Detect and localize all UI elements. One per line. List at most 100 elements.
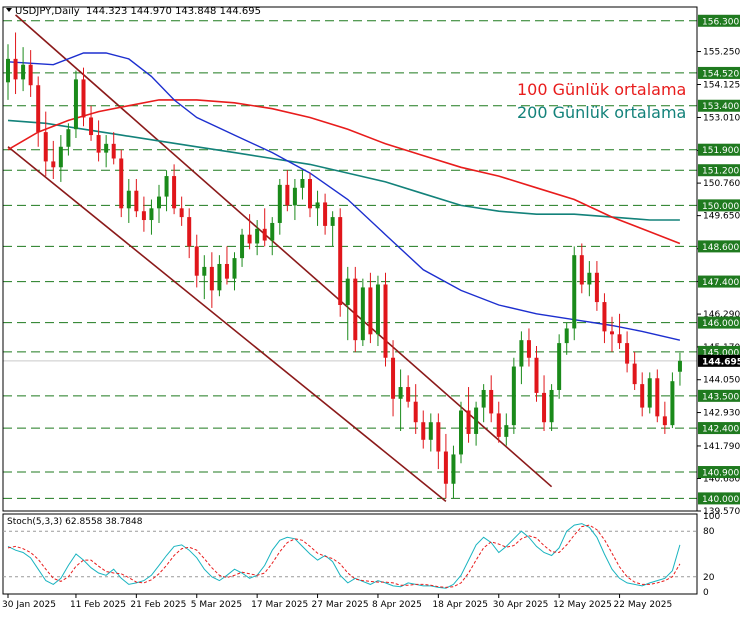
candle-body — [164, 176, 169, 197]
level-label: 156.300 — [702, 17, 739, 27]
candle-body — [572, 255, 577, 329]
candle-body — [172, 176, 177, 209]
candle-body — [504, 425, 509, 437]
symbol-label: USDJPY,Daily — [15, 6, 80, 17]
candle-body — [625, 343, 630, 364]
candle-body — [655, 378, 660, 417]
ma50-line — [7, 52, 681, 341]
candle-body — [224, 263, 229, 279]
candle-body — [436, 422, 441, 452]
x-tick-label: 22 May 2025 — [614, 600, 673, 610]
candle-body — [21, 64, 26, 80]
level-label: 154.520 — [702, 69, 739, 79]
candle-body — [428, 422, 433, 440]
stoch-tick-label: 80 — [703, 527, 715, 537]
ma200-line — [7, 119, 680, 221]
x-tick-label: 17 Mar 2025 — [251, 600, 308, 610]
candle-body — [119, 158, 124, 209]
candle-body — [451, 454, 456, 484]
candle-body — [126, 190, 131, 209]
dropdown-triangle-icon[interactable] — [6, 8, 12, 12]
candle-body — [149, 208, 154, 221]
candle-body — [330, 217, 335, 226]
candle-body — [187, 217, 192, 247]
y-tick-label: 142.930 — [703, 409, 740, 419]
level-label-box — [698, 199, 740, 212]
candle-body — [677, 360, 682, 372]
candle-body — [179, 208, 184, 218]
candle-body — [247, 234, 252, 244]
candle-body — [240, 234, 245, 259]
candle-body — [217, 263, 222, 291]
level-label-box — [698, 66, 740, 79]
y-tick-label: 154.125 — [703, 81, 740, 91]
candle-body — [368, 287, 373, 335]
candle-body — [300, 179, 305, 188]
x-tick-label: 27 Mar 2025 — [312, 600, 369, 610]
y-tick-label: 141.790 — [703, 442, 740, 452]
candle-body — [338, 217, 343, 306]
candle-body — [602, 302, 607, 332]
stoch-tick-label: 100 — [703, 512, 720, 522]
y-tick-label: 149.650 — [703, 212, 740, 222]
level-label-box — [698, 164, 740, 177]
candle-body — [481, 389, 486, 408]
candle-body — [511, 366, 516, 426]
level-label-box — [698, 240, 740, 253]
level-label: 151.200 — [702, 167, 739, 177]
chart-header: USDJPY,Daily 144.323 144.970 143.848 144… — [6, 6, 261, 17]
candle-body — [526, 340, 531, 358]
candle-body — [194, 246, 199, 276]
level-label: 148.600 — [702, 243, 739, 253]
time-axis: 30 Jan 2025 11 Feb 2025 21 Feb 2025 5 Mar 2… — [2, 594, 672, 610]
candle-body — [353, 278, 358, 341]
price-axis: 155.250154.125153.010151.875150.760149.6… — [697, 14, 743, 517]
candle-body — [610, 331, 614, 335]
level-label-box — [698, 99, 740, 112]
candle-body — [202, 266, 207, 276]
level-label: 140.000 — [702, 495, 739, 505]
x-tick-label: 11 Feb 2025 — [70, 600, 126, 610]
level-label: 151.900 — [702, 146, 739, 156]
level-label-box — [698, 389, 740, 402]
candle-body — [519, 340, 524, 367]
main-panel-frame — [2, 6, 698, 512]
candle-body — [474, 407, 479, 434]
candle-body — [232, 258, 237, 279]
candle-body — [557, 343, 562, 390]
y-tick-label: 153.010 — [703, 113, 740, 123]
candle-body — [647, 378, 652, 408]
candle-body — [496, 413, 501, 437]
candle-body — [459, 410, 463, 455]
stochastic-panel: 100 80 20 0 — [3, 512, 720, 598]
candle-body — [292, 187, 297, 206]
x-tick-label: 8 Apr 2025 — [372, 600, 422, 610]
candle-body — [308, 179, 312, 209]
candle-body — [632, 363, 637, 385]
level-label: 140.900 — [702, 469, 739, 479]
candle-body — [391, 357, 396, 399]
candle-body — [270, 222, 275, 241]
candle-body — [466, 410, 471, 434]
level-label: 145.000 — [702, 348, 739, 358]
stoch-tick-label: 20 — [703, 573, 715, 583]
level-label: 146.000 — [702, 319, 739, 329]
candle-body — [277, 184, 282, 223]
y-tick-label: 155.250 — [703, 48, 740, 58]
candle-body — [360, 287, 365, 341]
stoch-panel-frame — [2, 513, 698, 595]
current-price-label: 144.695 — [702, 357, 743, 367]
level-label-box — [698, 14, 740, 27]
channel-line — [15, 14, 553, 488]
x-tick-label: 21 Feb 2025 — [130, 600, 186, 610]
candle-body — [96, 135, 101, 153]
level-label: 150.000 — [702, 202, 739, 212]
candle-body — [375, 284, 380, 335]
candle-body — [81, 79, 86, 118]
candle-body — [255, 228, 260, 244]
candle-body — [43, 132, 48, 162]
candle-body — [564, 328, 569, 344]
candle-body — [209, 266, 214, 291]
